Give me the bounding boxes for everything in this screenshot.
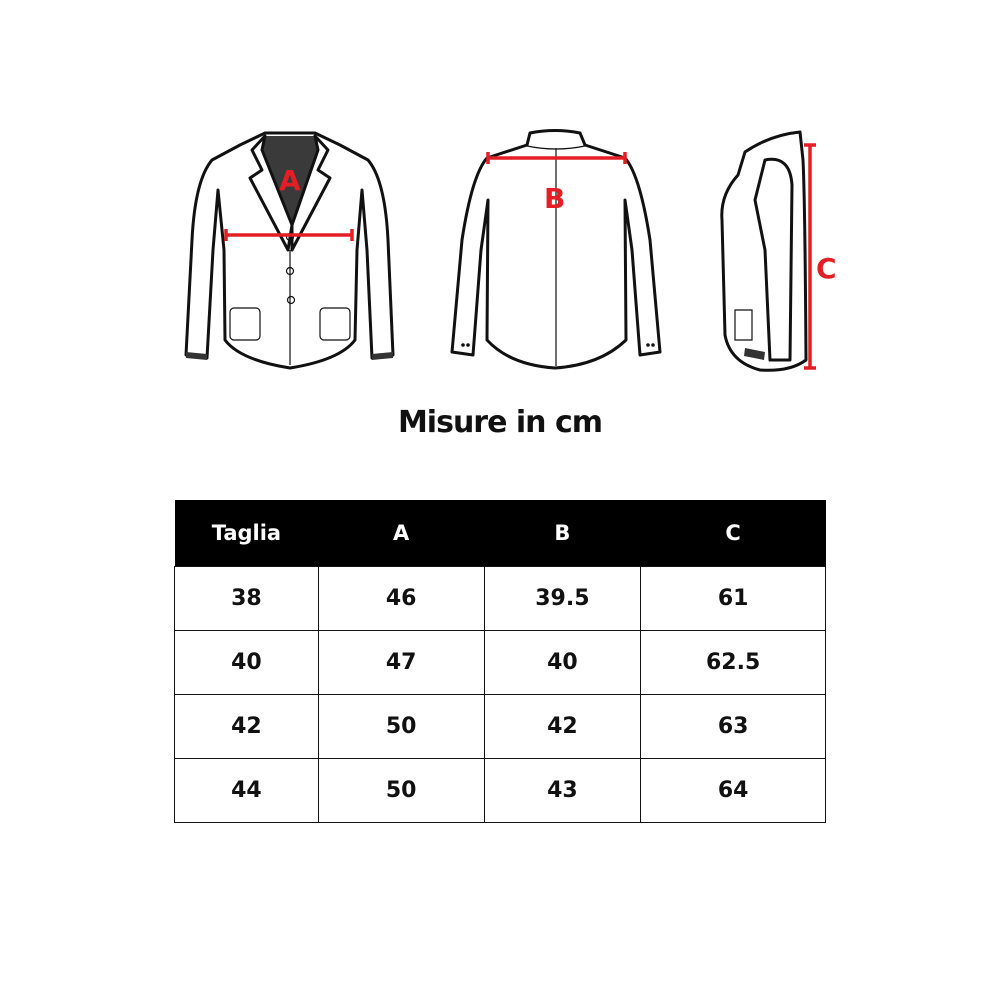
header-a: A [318,500,485,567]
jacket-side: C [720,130,837,372]
label-b: B [544,182,565,215]
table-row: 40 47 40 62.5 [174,630,826,695]
jacket-front: A [184,131,395,370]
jacket-back: B [450,129,662,370]
jacket-diagrams: A B C [184,129,837,372]
table-row: 38 46 39.5 61 [174,566,826,631]
cell-size: 42 [174,694,319,759]
cell-a: 46 [317,566,485,631]
cell-a: 50 [317,758,485,823]
cell-b: 42 [483,694,642,759]
cell-b: 43 [483,758,642,823]
table-header-row: Taglia A B C [174,500,826,567]
header-c: C [640,500,826,567]
page-title: Misure in cm [397,405,603,440]
cell-c: 61 [640,566,826,631]
table-row: 42 50 42 63 [174,694,826,759]
header-size: Taglia [174,500,319,567]
cell-a: 47 [317,630,485,695]
cell-size: 40 [174,630,319,695]
cell-a: 50 [317,694,485,759]
label-c: C [816,252,837,285]
cell-b: 40 [483,630,642,695]
header-b: B [484,500,641,567]
cell-size: 44 [174,758,319,823]
cell-size: 38 [174,566,319,631]
cell-c: 63 [640,694,826,759]
cell-c: 62.5 [640,630,826,695]
cell-b: 39.5 [483,566,642,631]
size-table: Taglia A B C 38 46 39.5 61 40 47 40 62.5… [174,500,826,823]
cell-c: 64 [640,758,826,823]
label-a: A [279,164,301,197]
table-row: 44 50 43 64 [174,758,826,823]
